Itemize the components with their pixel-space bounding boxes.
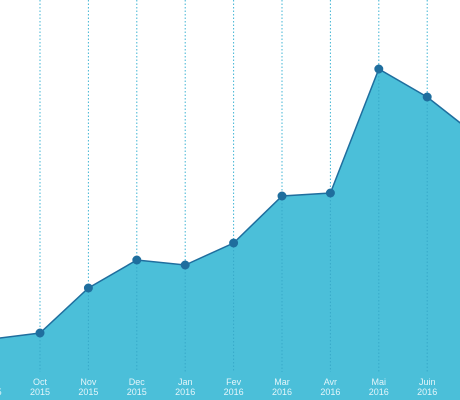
point	[325, 188, 335, 198]
point	[83, 283, 93, 293]
x-tick-year: 2016	[417, 387, 437, 397]
point	[35, 328, 45, 338]
x-tick-label: Fev	[226, 377, 242, 387]
x-tick-year: 2015	[127, 387, 147, 397]
x-tick-label: Juin	[419, 377, 436, 387]
x-tick-year: 2016	[369, 387, 389, 397]
x-tick-label: Nov	[80, 377, 97, 387]
point	[180, 260, 190, 270]
point	[229, 238, 239, 248]
x-tick-year: 2016	[272, 387, 292, 397]
x-tick-label: Oct	[33, 377, 48, 387]
x-tick-label: Jan	[178, 377, 193, 387]
x-tick-label: Dec	[129, 377, 146, 387]
x-tick-year: 2015	[30, 387, 50, 397]
x-tick-year: 2015	[78, 387, 98, 397]
point	[277, 191, 287, 201]
point	[132, 255, 142, 265]
x-tick-year: 2016	[320, 387, 340, 397]
x-tick-label: Mar	[274, 377, 290, 387]
point	[374, 64, 384, 74]
x-tick-year: 2015	[0, 387, 2, 397]
x-tick-year: 2016	[224, 387, 244, 397]
x-tick-year: 2016	[175, 387, 195, 397]
x-tick-label: Mai	[372, 377, 387, 387]
point	[422, 92, 432, 102]
x-tick-label: Avr	[324, 377, 337, 387]
area	[0, 69, 460, 400]
